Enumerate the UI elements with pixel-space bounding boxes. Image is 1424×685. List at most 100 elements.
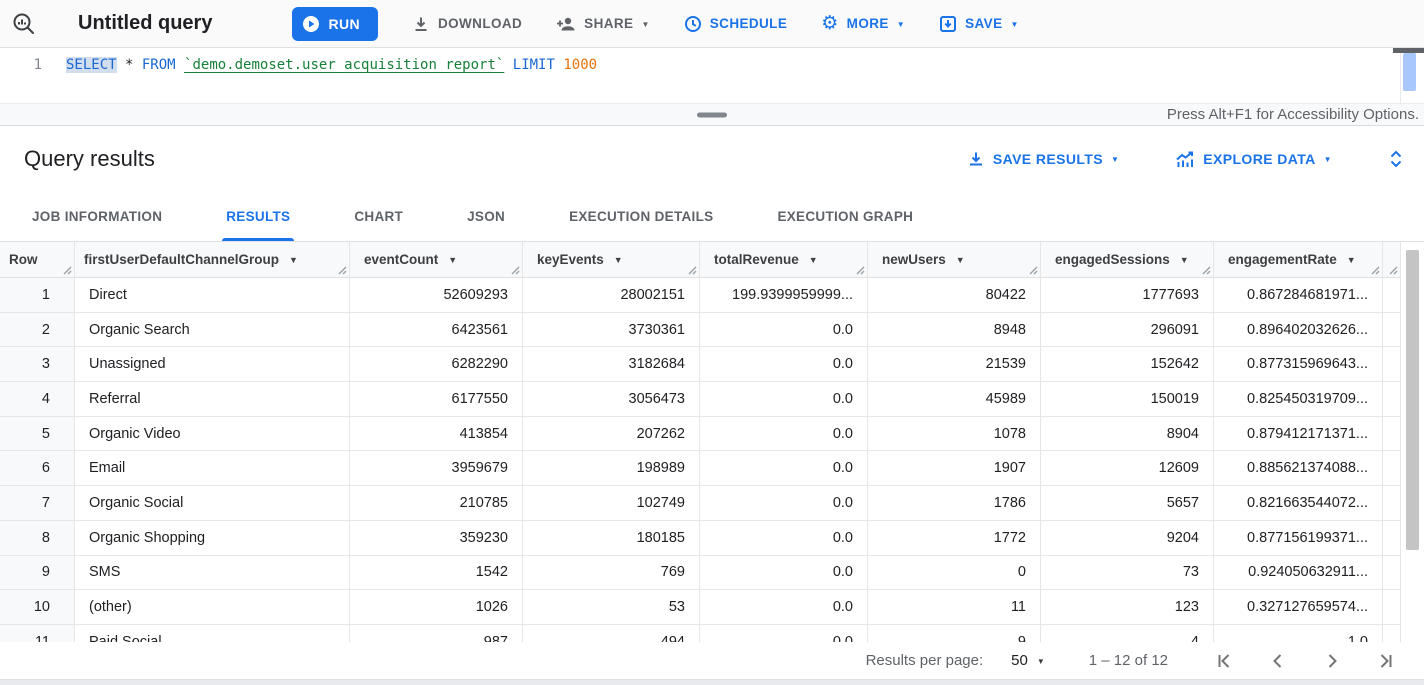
column-menu-caret-icon[interactable]: ▼	[808, 254, 818, 265]
tab-job-information[interactable]: JOB INFORMATION	[0, 192, 194, 241]
column-menu-caret-icon[interactable]: ▼	[955, 254, 965, 265]
engagedSessions-cell[interactable]: 9204	[1041, 520, 1214, 556]
channel-cell[interactable]: Direct	[75, 278, 350, 313]
totalRevenue-cell[interactable]: 0.0	[700, 624, 868, 642]
engagementRate-cell[interactable]: 0.327127659574...	[1214, 590, 1383, 625]
table-row[interactable]: 2 Organic Search 6423561 3730361 0.0 894…	[0, 312, 1401, 348]
newUsers-cell[interactable]: 45989	[868, 382, 1041, 417]
table-scrollbar-thumb[interactable]	[1406, 250, 1419, 550]
column-resize-handle[interactable]	[63, 266, 72, 275]
table-row[interactable]: 7 Organic Social 210785 102749 0.0 1786 …	[0, 486, 1401, 521]
table-row[interactable]: 3 Unassigned 6282290 3182684 0.0 21539 1…	[0, 347, 1401, 383]
column-resize-handle[interactable]	[856, 266, 865, 275]
totalRevenue-cell[interactable]: 0.0	[700, 555, 868, 591]
channel-cell[interactable]: Organic Shopping	[75, 520, 350, 556]
tab-execution-details[interactable]: EXECUTION DETAILS	[537, 192, 745, 241]
column-resize-handle[interactable]	[1029, 266, 1038, 275]
channel-cell[interactable]: Organic Video	[75, 416, 350, 452]
column-resize-handle[interactable]	[1202, 266, 1211, 275]
run-button[interactable]: RUN	[292, 6, 378, 41]
engagementRate-cell[interactable]: 0.825450319709...	[1214, 382, 1383, 417]
tab-chart[interactable]: CHART	[322, 192, 435, 241]
download-button[interactable]: DOWNLOAD	[412, 15, 522, 33]
last-page-icon[interactable]	[1374, 649, 1398, 673]
table-row[interactable]: 4 Referral 6177550 3056473 0.0 45989 150…	[0, 382, 1401, 417]
eventCount-cell[interactable]: 1026	[350, 590, 523, 625]
more-button[interactable]: ⚙ MORE ▼	[821, 14, 905, 33]
eventCount-cell[interactable]: 3959679	[350, 451, 523, 487]
prev-page-icon[interactable]	[1266, 649, 1290, 673]
column-header-row[interactable]: Row	[0, 242, 75, 278]
next-page-icon[interactable]	[1320, 649, 1344, 673]
channel-cell[interactable]: Unassigned	[75, 347, 350, 383]
save-button[interactable]: SAVE ▼	[939, 15, 1019, 33]
schedule-button[interactable]: SCHEDULE	[684, 15, 787, 33]
page-size-select[interactable]: 50 ▼	[1011, 652, 1045, 669]
engagedSessions-cell[interactable]: 296091	[1041, 312, 1214, 348]
engagementRate-cell[interactable]: 0.877315969643...	[1214, 347, 1383, 383]
newUsers-cell[interactable]: 9	[868, 624, 1041, 642]
column-menu-caret-icon[interactable]: ▼	[1179, 254, 1189, 265]
channel-cell[interactable]: (other)	[75, 590, 350, 625]
engagementRate-cell[interactable]: 0.885621374088...	[1214, 451, 1383, 487]
engagedSessions-cell[interactable]: 12609	[1041, 451, 1214, 487]
keyEvents-cell[interactable]: 3730361	[523, 312, 700, 348]
column-resize-handle[interactable]	[1371, 266, 1380, 275]
column-header-eventCount[interactable]: eventCount ▼	[350, 242, 523, 278]
column-resize-handle[interactable]	[511, 266, 520, 275]
channel-cell[interactable]: Organic Search	[75, 312, 350, 348]
column-resize-handle[interactable]	[1389, 266, 1398, 275]
sql-code-line[interactable]: SELECT * FROM `demo.demoset.user_acquisi…	[50, 48, 597, 103]
engagedSessions-cell[interactable]: 152642	[1041, 347, 1214, 383]
engagedSessions-cell[interactable]: 150019	[1041, 382, 1214, 417]
tab-execution-graph[interactable]: EXECUTION GRAPH	[745, 192, 945, 241]
column-resize-handle[interactable]	[688, 266, 697, 275]
keyEvents-cell[interactable]: 769	[523, 555, 700, 591]
table-row[interactable]: 11 Paid Social 987 494 0.0 9 4 1.0	[0, 624, 1401, 642]
eventCount-cell[interactable]: 359230	[350, 520, 523, 556]
totalRevenue-cell[interactable]: 0.0	[700, 486, 868, 521]
explore-data-button[interactable]: EXPLORE DATA ▼	[1175, 150, 1332, 168]
eventCount-cell[interactable]: 413854	[350, 416, 523, 452]
newUsers-cell[interactable]: 0	[868, 555, 1041, 591]
newUsers-cell[interactable]: 1772	[868, 520, 1041, 556]
totalRevenue-cell[interactable]: 0.0	[700, 382, 868, 417]
keyEvents-cell[interactable]: 207262	[523, 416, 700, 452]
eventCount-cell[interactable]: 987	[350, 624, 523, 642]
keyEvents-cell[interactable]: 180185	[523, 520, 700, 556]
channel-cell[interactable]: Email	[75, 451, 350, 487]
keyEvents-cell[interactable]: 3182684	[523, 347, 700, 383]
column-header-firstUserDefaultChannelGroup[interactable]: firstUserDefaultChannelGroup ▼	[75, 242, 350, 278]
newUsers-cell[interactable]: 1907	[868, 451, 1041, 487]
totalRevenue-cell[interactable]: 0.0	[700, 590, 868, 625]
table-row[interactable]: 1 Direct 52609293 28002151 199.939995999…	[0, 278, 1401, 313]
totalRevenue-cell[interactable]: 0.0	[700, 520, 868, 556]
collapse-expand-icon[interactable]	[1388, 149, 1404, 169]
splitter-drag-handle[interactable]	[697, 112, 727, 117]
eventCount-cell[interactable]: 6423561	[350, 312, 523, 348]
keyEvents-cell[interactable]: 494	[523, 624, 700, 642]
keyEvents-cell[interactable]: 198989	[523, 451, 700, 487]
newUsers-cell[interactable]: 11	[868, 590, 1041, 625]
column-menu-caret-icon[interactable]: ▼	[1346, 254, 1356, 265]
engagementRate-cell[interactable]: 0.896402032626...	[1214, 312, 1383, 348]
keyEvents-cell[interactable]: 53	[523, 590, 700, 625]
table-row[interactable]: 10 (other) 1026 53 0.0 11 123 0.32712765…	[0, 590, 1401, 625]
engagementRate-cell[interactable]: 0.867284681971...	[1214, 278, 1383, 313]
editor-scrollbar[interactable]	[1400, 53, 1416, 103]
totalRevenue-cell[interactable]: 0.0	[700, 451, 868, 487]
table-row[interactable]: 9 SMS 1542 769 0.0 0 73 0.924050632911..…	[0, 555, 1401, 591]
eventCount-cell[interactable]: 52609293	[350, 278, 523, 313]
engagementRate-cell[interactable]: 0.924050632911...	[1214, 555, 1383, 591]
engagementRate-cell[interactable]: 0.877156199371...	[1214, 520, 1383, 556]
column-header-newUsers[interactable]: newUsers ▼	[868, 242, 1041, 278]
column-menu-caret-icon[interactable]: ▼	[289, 254, 298, 265]
sql-editor[interactable]: 1 SELECT * FROM `demo.demoset.user_acqui…	[0, 48, 1424, 103]
keyEvents-cell[interactable]: 28002151	[523, 278, 700, 313]
engagementRate-cell[interactable]: 0.879412171371...	[1214, 416, 1383, 452]
channel-cell[interactable]: Referral	[75, 382, 350, 417]
channel-cell[interactable]: Organic Social	[75, 486, 350, 521]
keyEvents-cell[interactable]: 102749	[523, 486, 700, 521]
engagedSessions-cell[interactable]: 8904	[1041, 416, 1214, 452]
column-resize-handle[interactable]	[338, 266, 347, 275]
